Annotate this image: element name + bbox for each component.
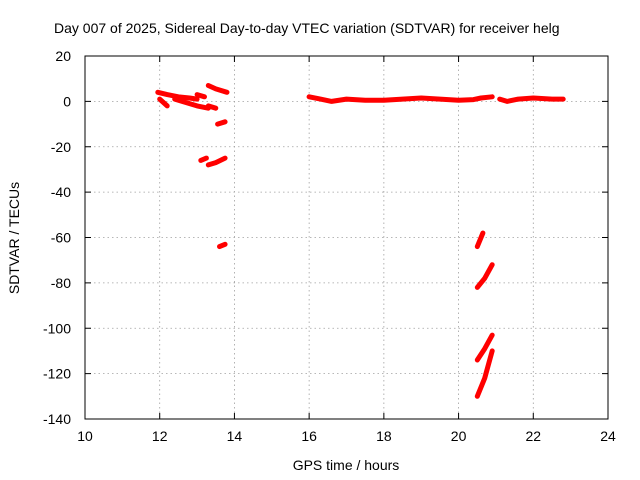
data-trace <box>497 95 566 104</box>
x-tick-label: 20 <box>451 428 467 444</box>
y-tick-label: 20 <box>55 48 71 64</box>
data-trace <box>474 332 495 363</box>
data-trace <box>172 96 211 111</box>
data-trace <box>205 155 228 168</box>
data-trace <box>155 89 200 102</box>
x-tick-label: 24 <box>600 428 616 444</box>
data-trace <box>198 155 209 163</box>
y-tick-label: -100 <box>43 320 71 336</box>
data-trace <box>157 96 170 109</box>
data-trace <box>474 348 495 399</box>
y-tick-label: -80 <box>51 275 71 291</box>
y-tick-label: 0 <box>63 93 71 109</box>
x-tick-label: 10 <box>77 428 93 444</box>
data-trace <box>215 119 228 127</box>
x-tick-labels: 10 12 14 16 18 20 22 24 <box>77 428 616 444</box>
y-tick-labels: -140 -120 -100 -80 -60 -40 -20 0 20 <box>43 48 71 427</box>
y-tick-label: -120 <box>43 366 71 382</box>
x-tick-label: 14 <box>227 428 243 444</box>
y-axis-label: SDTVAR / TECUs <box>6 182 22 294</box>
y-tick-label: -60 <box>51 230 71 246</box>
x-axis-label: GPS time / hours <box>293 457 400 473</box>
x-tick-label: 22 <box>525 428 541 444</box>
grid-lines <box>85 56 608 419</box>
data-trace <box>205 83 230 95</box>
data-trace <box>205 103 219 111</box>
data-trace <box>194 92 207 100</box>
data-trace <box>474 230 486 250</box>
data-marks <box>155 83 566 399</box>
chart-title: Day 007 of 2025, Sidereal Day-to-day VTE… <box>54 20 560 36</box>
y-tick-label: -140 <box>43 411 71 427</box>
y-tick-label: -40 <box>51 184 71 200</box>
data-trace <box>217 241 228 250</box>
data-trace <box>306 94 495 104</box>
y-tick-label: -20 <box>51 139 71 155</box>
x-tick-label: 12 <box>152 428 168 444</box>
data-trace <box>474 262 495 290</box>
axis-ticks <box>84 55 609 420</box>
x-tick-label: 18 <box>376 428 392 444</box>
x-tick-label: 16 <box>301 428 317 444</box>
